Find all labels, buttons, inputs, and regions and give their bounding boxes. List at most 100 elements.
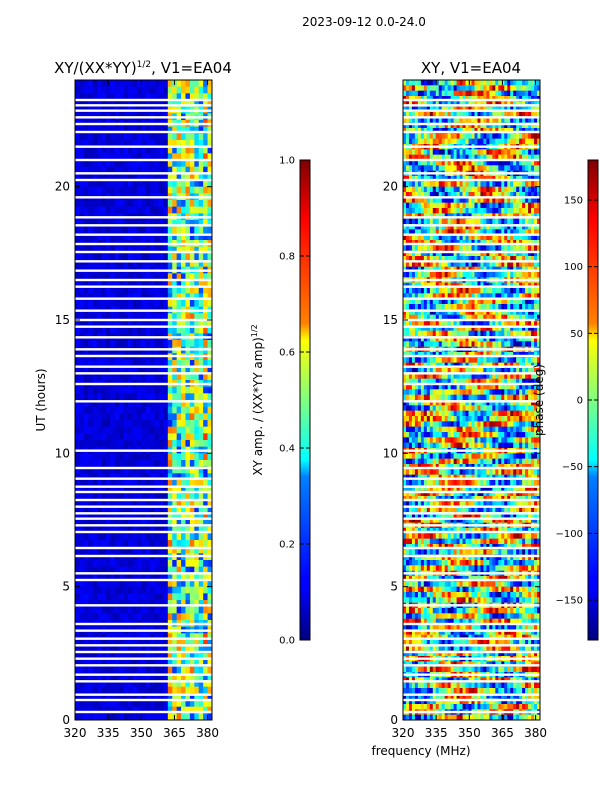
heatmap-cell (145, 646, 151, 654)
heatmap-cell (198, 713, 204, 720)
heatmap-cell (154, 286, 160, 294)
heatmap-cell (513, 224, 517, 230)
heatmap-cell (441, 256, 446, 262)
heatmap-cell (150, 426, 155, 434)
heatmap-cell (489, 85, 493, 92)
heatmap-cell (167, 373, 173, 381)
heatmap-cell (132, 226, 138, 234)
heatmap-cell (203, 300, 208, 308)
heatmap-cell (92, 186, 98, 194)
heatmap-cell (75, 526, 80, 534)
heatmap-cell (163, 180, 169, 188)
heatmap-cell (83, 526, 89, 534)
heatmap-cell (92, 386, 98, 394)
heatmap-cell (414, 202, 419, 209)
heatmap-cell (167, 640, 173, 648)
heatmap-cell (420, 256, 425, 262)
heatmap-cell (185, 513, 191, 521)
heatmap-cell (123, 613, 129, 621)
heatmap-cell (411, 197, 416, 204)
heatmap-cell (203, 606, 208, 614)
heatmap-cell (516, 234, 520, 241)
heatmap-cell (145, 666, 151, 674)
heatmap-cell (426, 192, 431, 198)
heatmap-cell (167, 546, 173, 554)
heatmap-cell (158, 433, 164, 441)
heatmap-cell (405, 165, 410, 172)
heatmap-cell (516, 256, 520, 262)
heatmap-cell (411, 90, 416, 97)
heatmap-cell (132, 526, 138, 534)
heatmap-cell (462, 202, 466, 209)
heatmap-cell (75, 393, 80, 401)
heatmap-cell (181, 233, 186, 241)
heatmap-cell (198, 320, 204, 328)
heatmap-cell (163, 493, 169, 501)
heatmap-cell (110, 426, 116, 434)
heatmap-cell (483, 117, 487, 124)
heatmap-cell (432, 80, 437, 86)
heatmap-cell (163, 173, 169, 181)
heatmap-cell (101, 546, 107, 554)
heatmap-cell (198, 493, 204, 501)
heatmap-cell (198, 100, 204, 108)
heatmap-cell (465, 250, 469, 257)
heatmap-cell (88, 713, 94, 720)
heatmap-cell (185, 420, 191, 428)
heatmap-cell (185, 180, 191, 188)
heatmap-cell (498, 154, 502, 161)
heatmap-cell (453, 245, 458, 252)
heatmap-cell (79, 366, 85, 374)
heatmap-cell (181, 366, 186, 374)
heatmap-cell (83, 646, 89, 654)
heatmap-cell (154, 546, 160, 554)
heatmap-cell (83, 440, 89, 448)
heatmap-cell (176, 440, 182, 448)
heatmap-cell (414, 160, 419, 166)
heatmap-cell (207, 80, 212, 88)
heatmap-cell (534, 133, 538, 140)
heatmap-cell (411, 138, 416, 145)
heatmap-cell (119, 480, 125, 488)
heatmap-cell (519, 293, 523, 300)
heatmap-cell (462, 90, 466, 97)
heatmap-cell (75, 520, 80, 528)
heatmap-cell (534, 197, 538, 204)
heatmap-cell (141, 593, 147, 601)
heatmap-cell (145, 460, 151, 468)
heatmap-cell (456, 229, 460, 236)
heatmap-cell (432, 181, 437, 188)
heatmap-cell (114, 420, 120, 428)
heatmap-cell (459, 202, 463, 209)
heatmap-cell (507, 288, 511, 294)
heatmap-cell (110, 300, 116, 308)
heatmap-cell (145, 440, 151, 448)
heatmap-cell (83, 580, 89, 588)
heatmap-cell (154, 200, 160, 208)
heatmap-cell (441, 154, 446, 161)
heatmap-cell (119, 700, 125, 708)
heatmap-cell (489, 229, 493, 236)
heatmap-cell (453, 218, 458, 225)
heatmap-cell (468, 133, 472, 140)
heatmap-cell (167, 160, 173, 168)
heatmap-cell (132, 466, 138, 474)
heatmap-cell (513, 117, 517, 124)
heatmap-cell (110, 140, 116, 148)
heatmap-cell (423, 165, 428, 172)
heatmap-cell (189, 586, 195, 594)
heatmap-cell (510, 160, 514, 166)
heatmap-cell (97, 426, 102, 434)
heatmap-cell (110, 126, 116, 134)
heatmap-cell (132, 166, 138, 174)
heatmap-cell (105, 646, 111, 654)
heatmap-cell (426, 250, 431, 257)
heatmap-cell (189, 80, 195, 88)
heatmap-cell (181, 386, 186, 394)
heatmap-cell (158, 126, 164, 134)
heatmap-cell (101, 400, 107, 408)
heatmap-cell (150, 280, 155, 288)
heatmap-cell (154, 693, 160, 701)
heatmap-cell (141, 460, 147, 468)
heatmap-cell (145, 146, 151, 154)
